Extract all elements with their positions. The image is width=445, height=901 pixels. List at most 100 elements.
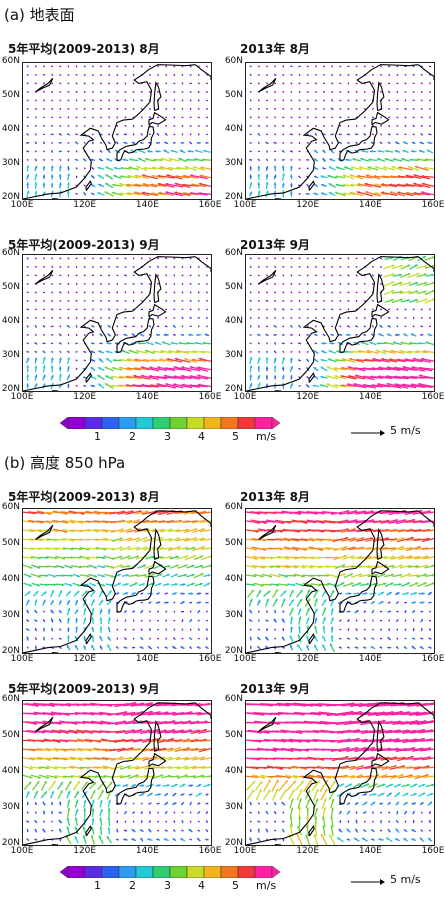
wind-arrow <box>347 274 350 277</box>
wind-arrow <box>376 783 386 788</box>
wind-arrow <box>174 182 191 189</box>
wind-arrow <box>92 141 94 145</box>
wind-arrow <box>99 299 103 303</box>
wind-arrow <box>58 150 62 153</box>
wind-arrow <box>274 609 277 614</box>
wind-arrow <box>59 317 62 319</box>
wind-arrow <box>404 82 407 85</box>
wind-arrow <box>298 350 301 353</box>
wind-arrow <box>306 159 310 161</box>
wind-arrow <box>387 601 391 604</box>
wind-arrow <box>116 828 119 833</box>
wind-arrow <box>411 838 417 842</box>
wind-arrow <box>306 265 309 268</box>
wind-arrow <box>140 811 143 815</box>
wind-arrow <box>173 257 176 260</box>
wind-arrow <box>197 133 200 136</box>
wind-arrow <box>298 125 301 127</box>
coastline <box>258 77 277 93</box>
wind-arrow <box>157 628 159 631</box>
wind-arrow <box>124 619 127 622</box>
wind-arrow <box>313 157 319 162</box>
wind-arrow <box>416 573 428 578</box>
wind-arrow <box>172 829 176 833</box>
wind-arrow <box>379 141 383 145</box>
wind-arrow <box>193 572 204 579</box>
wind-arrow <box>420 610 424 613</box>
wind-arrow <box>38 766 50 770</box>
wind-arrow <box>34 124 37 127</box>
wind-arrow <box>298 368 301 370</box>
wind-arrow <box>409 298 419 303</box>
wind-arrow <box>328 780 336 791</box>
wind-arrow <box>396 536 415 543</box>
wind-arrow <box>205 291 209 294</box>
wind-arrow <box>132 619 135 622</box>
wind-arrow <box>90 834 95 845</box>
coastline <box>308 372 315 383</box>
wind-arrow <box>322 65 326 68</box>
wind-arrow <box>401 157 410 162</box>
wind-arrow <box>396 183 415 187</box>
wind-arrow <box>112 183 123 187</box>
wind-arrow <box>428 819 431 824</box>
wind-arrow <box>75 108 78 110</box>
wind-arrow <box>137 341 146 345</box>
wind-arrow <box>67 356 70 364</box>
wind-arrow <box>387 646 392 649</box>
wind-arrow <box>346 637 351 640</box>
wind-arrow <box>387 90 391 94</box>
wind-arrow <box>180 592 185 595</box>
wind-arrow <box>412 82 415 85</box>
wind-arrow <box>116 65 119 68</box>
wind-arrow <box>249 82 252 85</box>
wind-arrow <box>288 599 295 607</box>
wind-arrow <box>354 133 359 136</box>
wind-arrow <box>140 609 144 614</box>
wind-arrow <box>358 349 372 354</box>
wind-arrow <box>257 124 261 128</box>
wind-arrow <box>42 257 46 260</box>
wind-arrow <box>112 555 123 560</box>
wind-arrow <box>416 582 427 588</box>
wind-arrow <box>42 65 46 68</box>
wind-arrow <box>173 820 176 823</box>
wind-arrow <box>363 99 366 102</box>
wind-arrow <box>160 349 172 354</box>
longitude-label: 100E <box>233 654 257 664</box>
wind-arrow <box>26 334 29 336</box>
wind-arrow <box>83 316 86 319</box>
coastline <box>258 269 277 285</box>
coastline <box>116 126 155 162</box>
wind-arrow <box>298 359 302 362</box>
wind-arrow <box>180 801 185 806</box>
wind-arrow <box>83 350 87 354</box>
wind-arrow <box>346 828 351 833</box>
wind-arrow <box>26 124 29 127</box>
wind-arrow <box>122 784 129 788</box>
wind-arrow <box>330 608 334 616</box>
wind-arrow <box>197 90 200 94</box>
wind-arrow <box>148 82 152 85</box>
wind-arrow <box>120 166 131 170</box>
wind-arrow <box>165 383 184 389</box>
wind-arrow <box>400 272 411 278</box>
wind-arrow <box>386 591 393 596</box>
wind-arrow <box>75 367 78 371</box>
wind-arrow <box>67 627 70 632</box>
wind-arrow <box>140 257 143 260</box>
wind-arrow <box>273 308 277 311</box>
wind-arrow <box>377 792 385 797</box>
wind-arrow <box>354 609 359 614</box>
wind-arrow <box>289 798 294 809</box>
wind-arrow <box>405 174 422 180</box>
wind-arrow <box>105 173 114 180</box>
wind-arrow <box>281 828 285 833</box>
wind-arrow <box>289 191 293 197</box>
wind-arrow <box>181 282 184 286</box>
wind-arrow <box>42 350 46 354</box>
wind-arrow <box>205 142 209 144</box>
wind-arrow <box>188 637 193 641</box>
panel-title: 5年平均(2009-2013) 8月 <box>8 42 160 56</box>
wind-arrow <box>181 116 184 119</box>
